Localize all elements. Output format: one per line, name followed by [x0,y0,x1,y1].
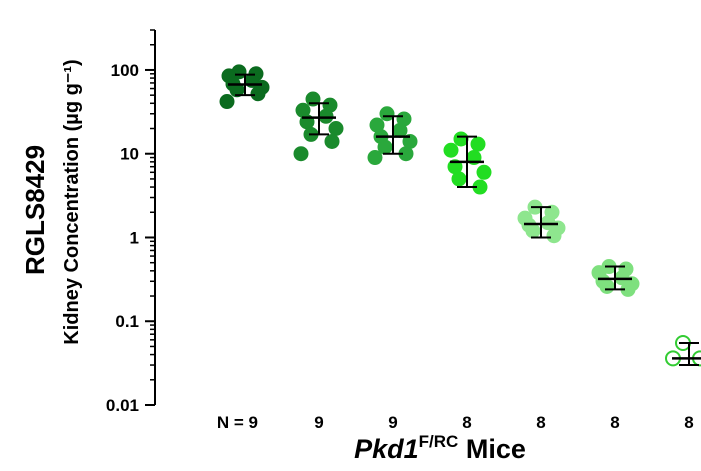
data-point [476,164,492,180]
data-point [367,150,383,166]
data-group [665,334,701,367]
x-axis-title-superscript: F/RC [419,432,459,451]
x-tick-label: 8 [610,413,619,432]
y-axis-title-line1: RGLS8429 [20,145,50,275]
data-point [318,108,334,124]
data-point [328,121,344,137]
y-tick-label: 0.01 [106,396,139,415]
y-tick-label: 0.1 [115,312,139,331]
x-axis-title-gene: Pkd1 [354,434,419,464]
x-axis-title-rest: Mice [458,434,526,464]
data-point [377,139,393,155]
y-axis-title-line2: Kidney Concentration (µg g⁻¹) [61,59,83,344]
data-point [219,94,235,110]
y-tick-label: 10 [120,145,139,164]
y-tick-label: 1 [130,228,139,247]
y-tick-label: 100 [111,61,139,80]
data-group [591,259,640,297]
data-group [293,91,344,162]
data-point [392,122,408,138]
data-group [517,199,566,244]
x-tick-label: 9 [388,413,397,432]
data-point [324,133,340,149]
data-groups [219,64,701,367]
data-point [453,131,469,147]
y-ticks: 0.01 0.1 1 10 100 [106,29,155,415]
data-point [443,142,459,158]
data-point [525,223,541,239]
x-tick-label: 8 [684,413,693,432]
data-point [451,171,467,187]
data-group [443,131,492,195]
data-point [379,106,395,122]
data-group [367,106,418,166]
x-axis-title: Pkd1F/RC Mice [354,432,526,464]
data-point [470,136,486,152]
data-group [219,64,270,110]
data-point [250,86,266,102]
x-tick-label: 8 [462,413,471,432]
x-tick-labels: N = 9 9 9 8 8 8 8 [217,413,694,432]
x-tick-label: 8 [536,413,545,432]
data-point [293,146,309,162]
data-point [599,278,615,294]
data-point [546,228,562,244]
x-tick-label: N = 9 [217,413,258,432]
x-tick-label: 9 [314,413,323,432]
